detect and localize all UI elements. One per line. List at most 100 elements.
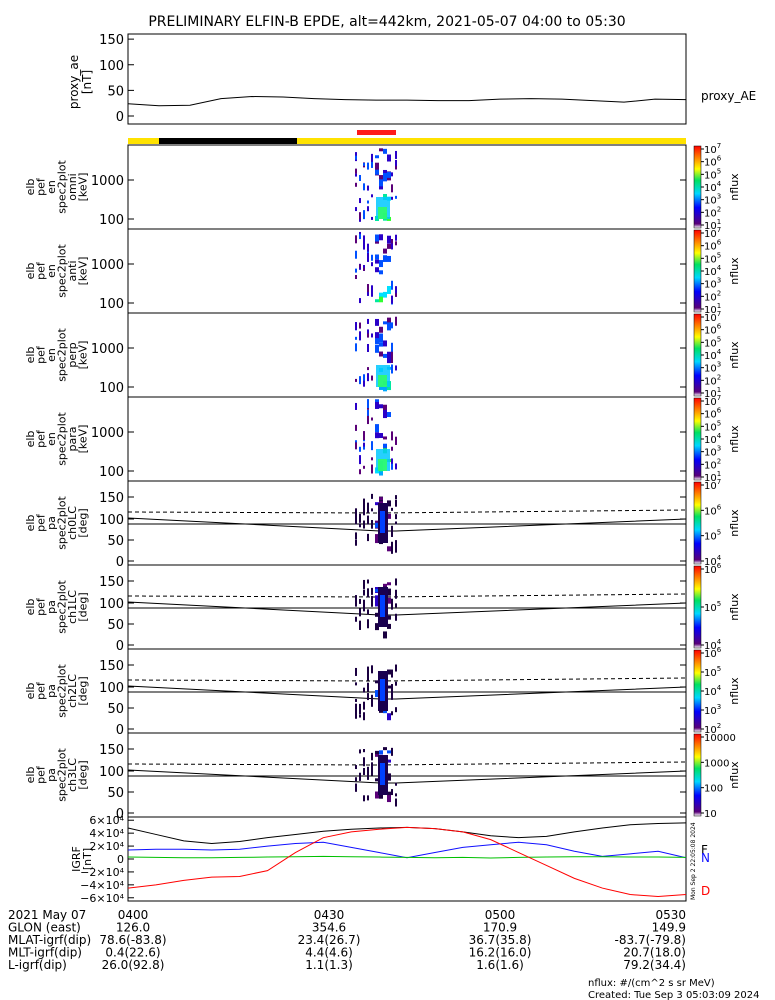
spectrogram-cell — [367, 503, 369, 513]
spectrogram-cell — [355, 402, 357, 410]
colorbar-tick-label: 106 — [704, 562, 722, 576]
spectrogram-cell — [391, 541, 393, 551]
spectrogram-cell — [355, 425, 357, 429]
spectrogram-cell — [359, 624, 361, 630]
igrf-tick-label: −6×10⁴ — [80, 892, 124, 905]
igrf-tick-label: −2×10⁴ — [80, 866, 124, 879]
panel-frame — [127, 564, 687, 650]
ephemeris-cell: 0530 — [655, 908, 686, 922]
igrf-tick-label: 4×10⁴ — [89, 827, 124, 840]
spectrogram-cell — [375, 751, 379, 755]
spectrogram-cell — [383, 410, 387, 419]
spectrogram-cell — [387, 546, 391, 552]
spectrogram-cell — [383, 353, 387, 358]
state-bar-yellow — [128, 138, 686, 144]
spectrogram-cell — [367, 329, 369, 338]
spectrogram-cell — [367, 795, 369, 801]
spectrogram-cell — [379, 179, 383, 187]
spectrogram-cell — [355, 182, 357, 187]
panel-frame — [127, 312, 687, 398]
spectrogram-cell — [359, 174, 361, 181]
ephemeris-row-label: MLAT-igrf(dip) — [8, 933, 91, 947]
spectrogram-cell — [395, 707, 397, 713]
panel-frame — [127, 396, 687, 482]
spectrogram-cell — [387, 351, 391, 359]
spectrogram-cell — [387, 255, 391, 262]
spectrogram-cell — [395, 463, 397, 470]
spectrogram-cell — [359, 218, 361, 222]
ephemeris-cell: 16.2(16.0) — [469, 946, 532, 960]
spectrogram-cell — [395, 436, 397, 444]
spectrogram-core — [378, 375, 387, 387]
panel-tick-label: 1000 — [91, 342, 124, 357]
spectrogram-core — [378, 459, 387, 471]
spectrogram-cell — [371, 524, 373, 529]
spectrogram-cell — [395, 521, 397, 525]
spectrogram-cell — [383, 148, 387, 154]
spectrogram-cell — [379, 351, 383, 357]
plot-stamp: Mon Sep 2 22:05:08 2024 — [690, 822, 697, 900]
spectrogram-cell — [363, 431, 365, 441]
spectrogram-cell — [367, 200, 369, 204]
spectrogram-cell — [375, 680, 379, 684]
panel-tick-label: 50 — [107, 618, 124, 633]
colorbar-tick-label: 105 — [704, 529, 721, 543]
plot-title: PRELIMINARY ELFIN-B EPDE, alt=442km, 202… — [148, 14, 625, 30]
spectrogram-cell — [395, 316, 397, 326]
spectrogram-cell — [359, 234, 361, 240]
spectrogram-cell — [371, 375, 373, 381]
colorbar — [693, 397, 702, 481]
spectrogram-cell — [355, 595, 357, 603]
colorbar-label: nflux — [728, 257, 741, 285]
spectrogram-cell — [391, 669, 393, 678]
spectrogram-cell — [363, 715, 365, 721]
igrf-legend-entry: N — [701, 851, 710, 865]
spectrogram-cell — [387, 235, 391, 244]
spectrogram-cell — [391, 598, 393, 602]
spectrogram-cell — [391, 196, 393, 200]
spectrogram-cell — [363, 210, 365, 220]
panel-tick-label: 0 — [116, 555, 124, 570]
spectrogram-cell — [371, 333, 373, 338]
spectrogram-cell — [355, 616, 357, 622]
spectrogram-cell — [387, 750, 391, 754]
spectrogram-cell — [395, 578, 397, 586]
spectrogram-cell — [391, 789, 393, 796]
spectrogram-cell — [375, 595, 379, 603]
spectrogram-cell — [355, 235, 357, 244]
proxy-ae-tick-label: 50 — [107, 84, 124, 99]
panel-ylabel: elbpefenspec2plotpara[keV] — [24, 412, 90, 466]
spectrogram-cell — [367, 609, 369, 615]
spectrogram-cell — [375, 399, 379, 403]
spectrogram-cell — [367, 588, 369, 598]
panel-tick-label: 100 — [99, 681, 124, 696]
spectrogram-cell — [379, 294, 383, 303]
spectrogram-cell — [367, 206, 369, 212]
spectrogram-cell — [359, 322, 361, 329]
spectrogram-cell — [391, 184, 393, 193]
ephemeris-cell: 126.0 — [116, 921, 150, 935]
spectrogram-cell — [371, 216, 373, 220]
igrf-legend-entry: D — [701, 884, 710, 898]
ephemeris-cell: 23.4(26.7) — [298, 933, 361, 947]
spectrogram-cell — [359, 772, 361, 778]
spectrogram-cell — [355, 786, 357, 792]
igrf-line — [127, 822, 687, 844]
spectrogram-cell — [379, 326, 383, 333]
panel-tick-label: 100 — [99, 765, 124, 780]
spectrogram-cell — [363, 701, 365, 710]
spectrogram-cell — [375, 424, 379, 433]
spectrogram-cell — [395, 241, 397, 246]
spectrogram-cell — [367, 672, 369, 681]
spectrogram-cell — [395, 589, 397, 599]
spectrogram-cells — [355, 316, 397, 392]
spectrogram-cell — [379, 404, 383, 409]
created-timestamp: Created: Tue Sep 3 05:03:09 2024 — [588, 990, 760, 1000]
ephemeris-cell: 0500 — [485, 908, 516, 922]
spectrogram-cell — [363, 757, 365, 767]
spectrogram-cell — [387, 623, 391, 629]
panel-ylabel: elbpefenspec2plotperp[keV] — [24, 328, 90, 382]
igrf-tick-label: 2×10⁴ — [89, 840, 124, 853]
colorbar-tick-label: 104 — [704, 684, 722, 698]
